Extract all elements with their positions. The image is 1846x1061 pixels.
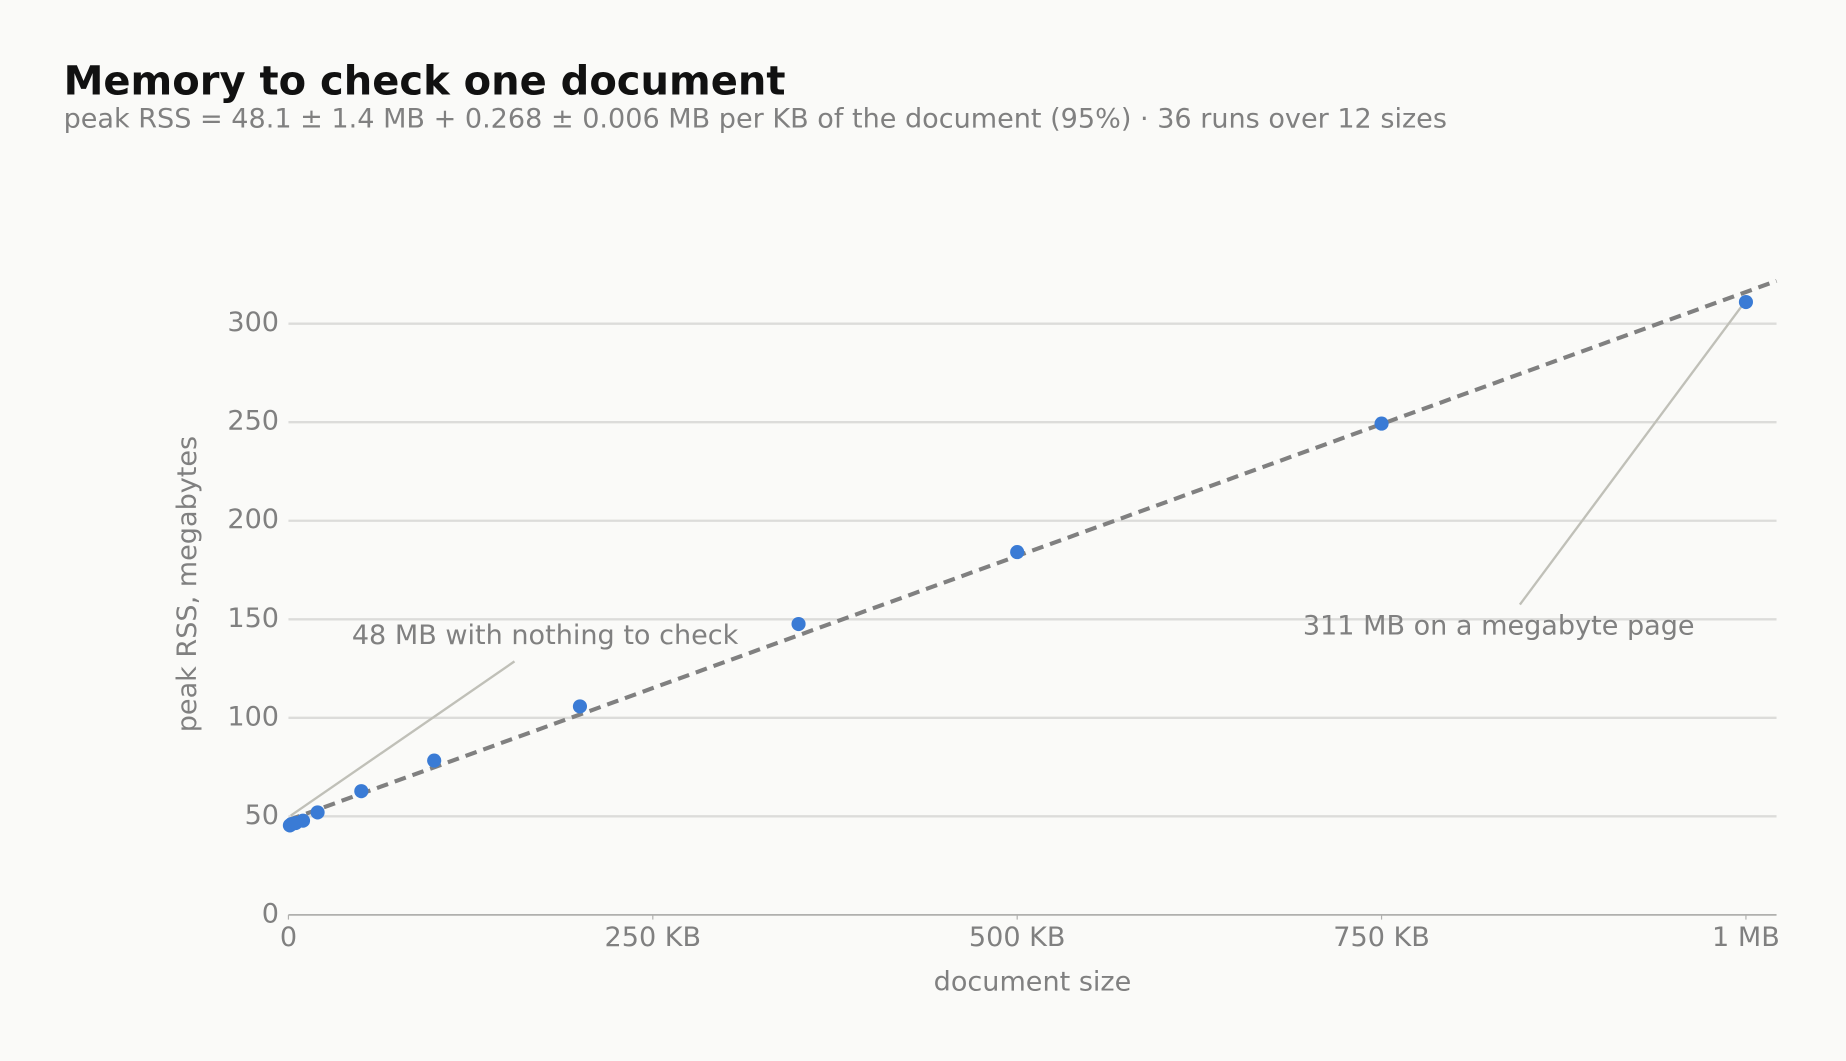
y-tick-label: 100 [227, 701, 279, 732]
y-tick-label: 0 [262, 898, 279, 929]
x-tick-label: 250 KB [605, 922, 702, 953]
y-tick-label: 300 [227, 307, 279, 338]
point [310, 805, 325, 820]
x-tick-label: 1 MB [1712, 922, 1780, 953]
x-tick-label: 500 KB [969, 922, 1066, 953]
point [1738, 294, 1753, 310]
point [572, 699, 588, 714]
x-tick-label: 750 KB [1333, 922, 1430, 953]
point [427, 753, 442, 768]
annotation-leader [290, 660, 516, 817]
x-axis-label: document size [934, 967, 1132, 998]
chart-subtitle: peak RSS = 48.1 ± 1.4 MB + 0.268 ± 0.006… [64, 104, 1447, 135]
x-tick-label: 0 [280, 922, 297, 953]
annotation: 311 MB on a megabyte page [1303, 610, 1695, 641]
point [295, 813, 311, 828]
point [1374, 416, 1389, 431]
y-tick-label: 200 [227, 504, 279, 535]
y-tick-label: 150 [227, 603, 279, 634]
point [354, 784, 369, 799]
y-axis-label: peak RSS, megabytes [172, 436, 203, 732]
y-tick-label: 250 [227, 406, 279, 437]
annotation: 48 MB with nothing to check [352, 620, 739, 651]
fit-line [287, 278, 1778, 823]
point [791, 616, 806, 632]
chart-title: Memory to check one document [64, 59, 786, 105]
y-tick-label: 50 [245, 800, 279, 831]
point [1010, 545, 1025, 560]
annotation-leader [1518, 296, 1750, 606]
